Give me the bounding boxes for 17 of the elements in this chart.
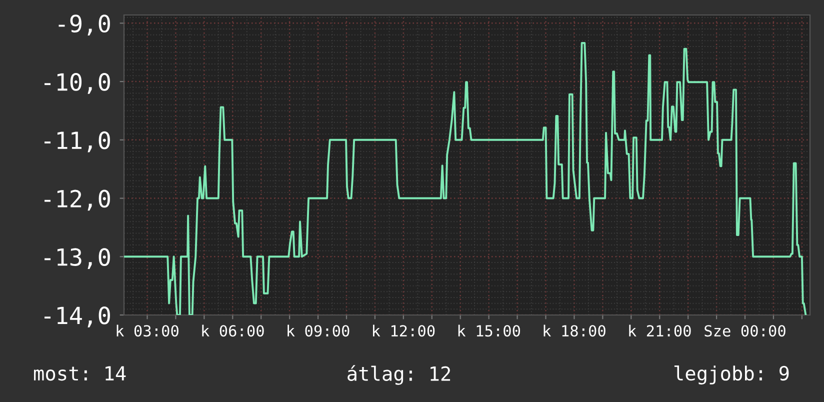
x-tick-label: k 06:00: [202, 324, 264, 337]
x-tick-label: k 18:00: [544, 324, 606, 337]
x-tick-label: k 21:00: [629, 324, 691, 337]
x-tick-label: k 15:00: [458, 324, 520, 337]
text: most: 14: [34, 366, 126, 381]
x-tick-label: k 03:00: [116, 324, 178, 337]
x-tick-label: Sze 00:00: [704, 325, 786, 337]
y-tick-label: -11,0: [44, 131, 110, 152]
y-tick-label: -13,0: [44, 248, 110, 269]
y-tick-label: -9,0: [58, 14, 110, 36]
x-tick-label: k 09:00: [288, 324, 350, 337]
text: átlag: 12: [348, 365, 450, 385]
y-tick-label: -12,0: [44, 190, 110, 211]
y-tick-label: -14,0: [44, 306, 110, 328]
text: legjobb: 9: [674, 365, 789, 385]
y-tick-label: -10,0: [44, 73, 110, 94]
x-tick-label: k 12:00: [373, 324, 435, 337]
